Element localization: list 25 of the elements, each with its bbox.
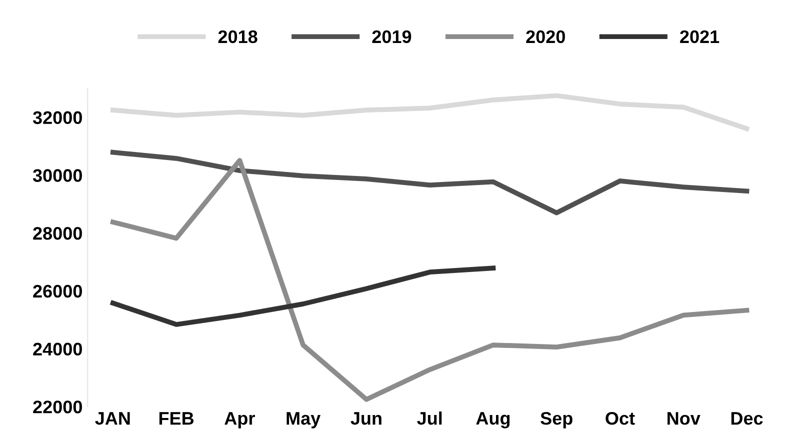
x-tick-label: Jul bbox=[417, 412, 442, 425]
legend-label: 2019 bbox=[372, 30, 412, 44]
x-tick-label: Dec bbox=[731, 412, 763, 425]
x-tick-label: Oct bbox=[606, 412, 635, 425]
y-tick-label: 32000 bbox=[32, 111, 82, 124]
line-series bbox=[110, 93, 750, 132]
y-tick-label: 30000 bbox=[32, 169, 82, 182]
line-series bbox=[110, 158, 750, 402]
x-tick-label: Aug bbox=[476, 412, 510, 428]
legend-label: 2018 bbox=[218, 30, 258, 44]
y-tick-label: 26000 bbox=[33, 284, 82, 298]
x-tick-label: Jun bbox=[350, 412, 382, 425]
y-tick-label: 22000 bbox=[33, 400, 82, 414]
x-tick-label: Nov bbox=[668, 412, 700, 425]
x-tick-label: Apr bbox=[224, 412, 255, 428]
y-tick-label: 28000 bbox=[33, 226, 82, 240]
legend-label: 2020 bbox=[526, 30, 565, 44]
x-tick-label: May bbox=[286, 412, 321, 428]
line-series bbox=[110, 266, 496, 327]
x-tick-label: Sep bbox=[540, 412, 572, 428]
line-series bbox=[110, 150, 750, 216]
y-tick-label: 24000 bbox=[33, 342, 82, 356]
x-tick-label: FEB bbox=[159, 412, 194, 425]
x-tick-label: JAN bbox=[95, 412, 130, 425]
legend-label: 2021 bbox=[680, 30, 720, 44]
